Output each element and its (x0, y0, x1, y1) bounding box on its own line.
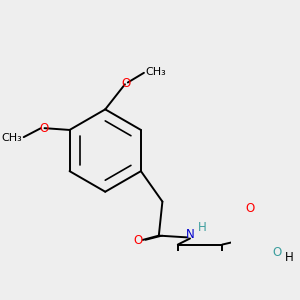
Text: CH₃: CH₃ (2, 133, 22, 143)
Text: CH₃: CH₃ (146, 67, 166, 77)
Text: O: O (39, 122, 48, 135)
Text: O: O (134, 235, 143, 248)
Text: H: H (285, 250, 294, 264)
Text: N: N (186, 228, 194, 241)
Text: O: O (272, 246, 282, 259)
Text: O: O (121, 77, 130, 90)
Text: H: H (198, 221, 207, 234)
Text: O: O (245, 202, 254, 214)
